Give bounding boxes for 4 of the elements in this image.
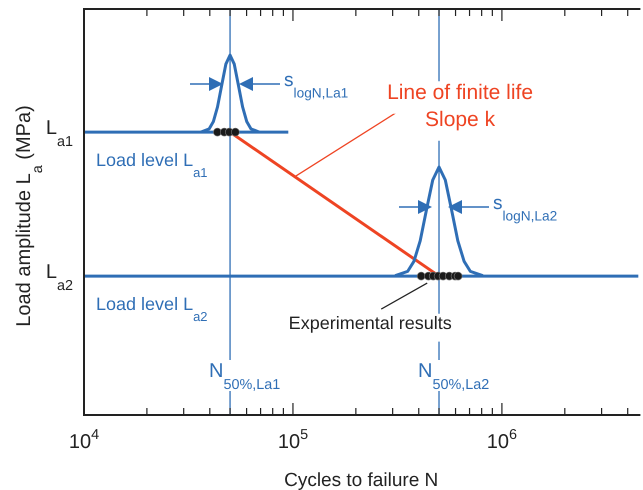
legend-label: Experimental results: [288, 313, 452, 334]
text: Line of finite life Slope k: [387, 81, 534, 132]
x-axis-title: Cycles to failure N: [284, 470, 438, 490]
y-axis-title: Load amplitude La (MPa): [13, 105, 46, 327]
